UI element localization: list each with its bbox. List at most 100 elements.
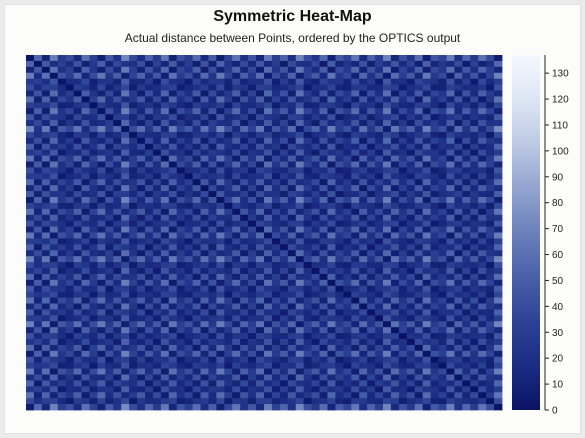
heatmap-cell [287,120,297,127]
heatmap-cell [145,380,154,387]
heatmap-cell [33,72,43,80]
heatmap-cell [264,386,273,393]
heatmap-cell [232,55,241,62]
heatmap-cell [414,220,424,227]
heatmap-cell [81,368,90,375]
heatmap-cell [343,232,352,239]
heatmap-cell [343,102,352,109]
heatmap-cell [145,214,154,222]
heatmap-cell [470,404,479,411]
heatmap-cell [129,327,138,334]
heatmap-cell [33,309,43,316]
heatmap-cell [145,244,154,251]
heatmap-cell [200,386,209,393]
heatmap-cell [446,126,455,133]
heatmap-cell [264,362,273,369]
heatmap-cell [486,143,495,151]
heatmap-cell [73,108,82,115]
heatmap-cell [176,392,186,399]
heatmap-cell [256,173,265,180]
heatmap-cell [137,220,146,227]
heatmap-cell [486,161,495,168]
heatmap-cell [319,374,328,381]
heatmap-cell [367,268,376,275]
heatmap-cell [311,315,320,322]
heatmap-cell [438,350,447,358]
heatmap-cell [176,380,186,387]
heatmap-cell [303,214,312,222]
heatmap-cell [478,285,487,293]
heatmap-cell [81,185,90,192]
heatmap-cell [240,197,249,204]
heatmap-cell [192,327,201,334]
heatmap-cell [57,315,67,322]
heatmap-cell [486,262,495,269]
heatmap-cell [462,149,471,156]
heatmap-cell [470,60,479,68]
heatmap-cell [414,392,424,399]
heatmap-cell [430,191,439,198]
heatmap-cell [137,386,146,393]
heatmap-cell [494,108,503,115]
heatmap-cell [367,173,376,180]
heatmap-cell [240,120,249,127]
heatmap-cell [375,55,384,62]
heatmap-cell [41,250,51,257]
heatmap-cell [406,386,416,393]
heatmap-cell [375,108,384,115]
heatmap-cell [430,273,439,281]
heatmap-cell [160,78,170,85]
heatmap-cell [200,108,209,115]
heatmap-cell [224,72,233,80]
heatmap-cell [81,362,90,369]
heatmap-cell [49,339,59,346]
heatmap-cell [89,232,98,239]
colorbar-tick-label: 90 [552,172,564,183]
heatmap-cell [446,256,455,263]
heatmap-cell [33,202,43,210]
heatmap-cell [160,327,170,334]
heatmap-cell [65,90,74,97]
heatmap-cell [33,226,43,233]
heatmap-cell [137,256,146,263]
heatmap-cell [256,84,265,91]
heatmap-cell [240,398,249,405]
heatmap-cell [121,72,130,80]
heatmap-cell [430,220,439,227]
heatmap-cell [383,356,392,364]
heatmap-cell [295,84,305,91]
heatmap-cell [406,362,416,369]
heatmap-cell [192,386,201,393]
heatmap-cell [462,155,471,162]
heatmap-cell [430,126,439,133]
heatmap-cell [121,185,130,192]
heatmap-cell [406,350,416,358]
heatmap-cell [57,90,67,97]
heatmap-cell [494,66,503,74]
heatmap-cell [430,90,439,97]
heatmap-cell [335,374,344,381]
heatmap-cell [494,161,503,168]
heatmap-cell [264,262,273,269]
heatmap-cell [176,137,186,145]
heatmap-cell [81,126,90,133]
heatmap-cell [49,291,59,298]
heatmap-cell [113,303,122,310]
heatmap-cell [327,350,336,358]
heatmap-cell [478,191,487,198]
heatmap-cell [383,84,392,91]
heatmap-cell [335,386,344,393]
heatmap-cell [438,327,447,334]
heatmap-cell [184,238,193,245]
heatmap-cell [137,202,146,210]
heatmap-cell [367,197,376,204]
heatmap-cell [279,268,289,275]
heatmap-cell [73,398,82,405]
heatmap-cell [216,232,225,239]
heatmap-cell [279,339,289,346]
heatmap-cell [208,126,217,133]
heatmap-cell [438,78,447,85]
heatmap-cell [256,268,265,275]
heatmap-cell [446,238,455,245]
heatmap-cell [49,356,59,364]
